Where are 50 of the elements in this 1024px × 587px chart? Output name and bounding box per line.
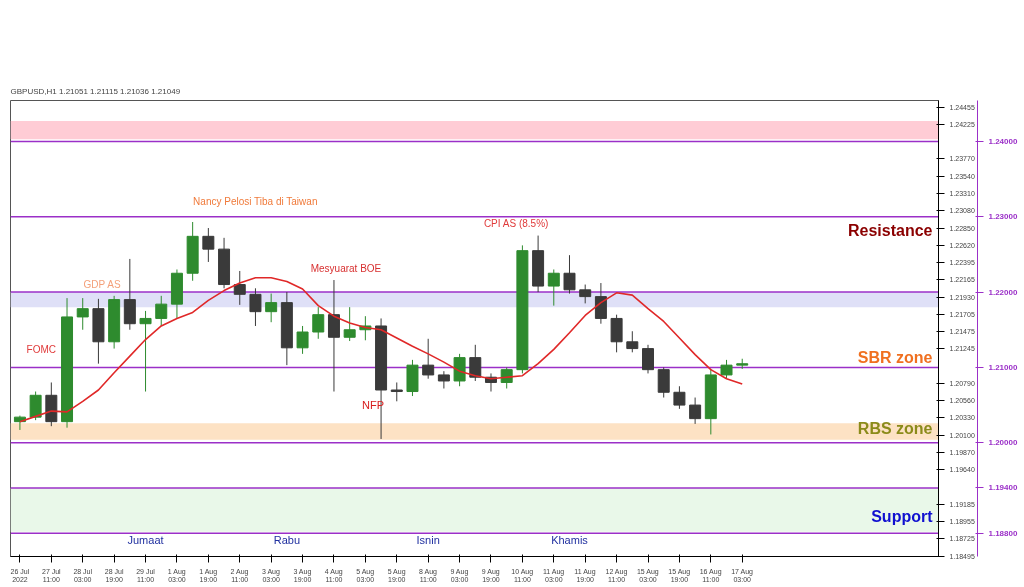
candlestick: [422, 338, 435, 380]
candlestick: [610, 314, 623, 353]
candlestick: [437, 370, 450, 389]
candlestick: [139, 310, 152, 393]
candlestick: [233, 270, 246, 306]
text: RBS zone: [857, 420, 933, 438]
annotation: FOMC: [26, 343, 57, 355]
ref-line-label: 1.18800: [988, 528, 1018, 538]
chart-title: GBPUSD,H1 1.21051 1.21115 1.21036 1.21049: [10, 86, 181, 96]
ref-line-label: 1.24000: [988, 136, 1018, 146]
annotation: GDP AS: [83, 279, 121, 291]
candlestick: [265, 293, 278, 323]
ref-line-label: 1.21000: [988, 362, 1018, 372]
candlestick: [642, 344, 655, 374]
candlestick: [720, 359, 733, 380]
candlestick: [453, 353, 466, 387]
candlestick: [343, 306, 356, 342]
candlestick: [563, 254, 576, 295]
annotation: Isnin: [416, 534, 440, 547]
candlestick: [547, 268, 560, 307]
ref-line-label: 1.20000: [988, 438, 1018, 448]
candlestick: [202, 227, 215, 263]
text: Resistance: [848, 222, 933, 240]
candlestick: [579, 284, 592, 304]
ref-line-label: 1.19400: [988, 483, 1018, 493]
candlestick: [249, 287, 262, 327]
annotation: CPI AS (8.5%): [483, 218, 549, 230]
candlestick: [390, 381, 403, 402]
candlestick: [626, 330, 639, 353]
text: SBR zone: [857, 348, 933, 366]
annotation: Rabu: [273, 534, 301, 547]
candlestick: [76, 297, 89, 331]
annotation: Jumaat: [127, 534, 164, 547]
annotation: Nancy Pelosi Tiba di Taiwan: [193, 195, 318, 207]
annotation: NFP: [362, 398, 385, 411]
annotation: Khamis: [551, 534, 589, 547]
candlestick: [657, 366, 670, 399]
ref-line-label: 1.23000: [988, 212, 1018, 222]
candlestick: [327, 279, 340, 393]
text: Support: [871, 507, 934, 525]
annotation: Mesyuarat BOE: [310, 262, 382, 274]
candlestick: [594, 282, 607, 325]
candlestick: [469, 344, 482, 382]
candlestick: [296, 325, 309, 355]
candlestick: [673, 385, 686, 410]
candlestick: [689, 397, 702, 425]
candlestick: [155, 295, 168, 327]
candlestick: [29, 391, 42, 421]
ref-line-label: 1.22000: [988, 287, 1018, 297]
candlestick: [312, 306, 325, 340]
